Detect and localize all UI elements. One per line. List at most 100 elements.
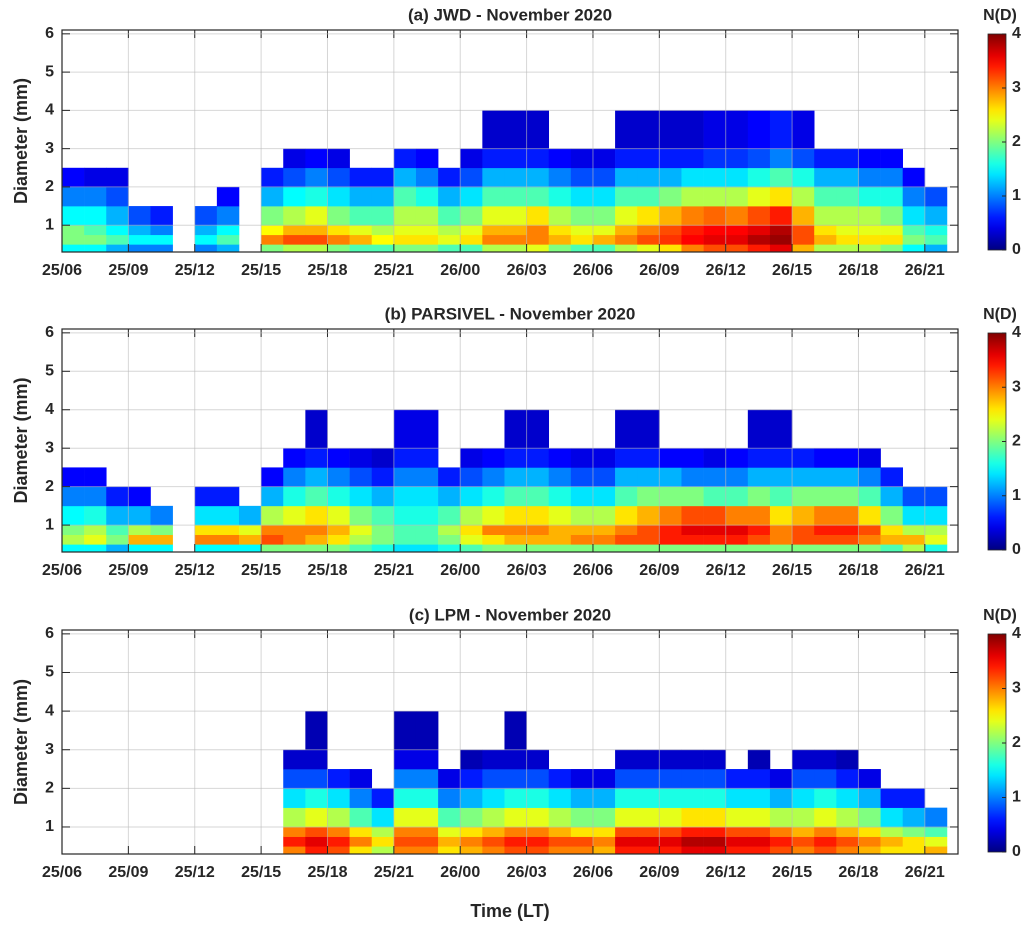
cell xyxy=(725,206,749,226)
cell xyxy=(84,206,107,226)
cell xyxy=(703,167,727,188)
cell xyxy=(924,544,948,553)
cell xyxy=(836,167,859,188)
cell xyxy=(858,534,881,545)
cell xyxy=(592,148,616,169)
cell xyxy=(615,544,638,553)
cell xyxy=(438,846,461,855)
cell xyxy=(814,225,837,236)
cell xyxy=(504,836,527,847)
cell xyxy=(216,486,240,507)
cell xyxy=(792,167,815,188)
cell xyxy=(681,749,704,770)
cell xyxy=(570,148,594,169)
cell xyxy=(305,836,328,847)
cell xyxy=(747,148,771,169)
cell xyxy=(84,234,107,245)
x-tick-label: 26/18 xyxy=(838,864,878,881)
cell xyxy=(858,788,881,808)
cell xyxy=(902,505,926,526)
x-tick-label: 26/00 xyxy=(440,562,480,579)
cell xyxy=(659,836,682,847)
cell xyxy=(526,769,550,789)
x-tick-label: 25/12 xyxy=(175,562,215,579)
cell xyxy=(814,486,837,507)
cell xyxy=(902,846,926,855)
cell xyxy=(747,234,771,245)
cell xyxy=(703,225,727,236)
cell xyxy=(62,525,85,535)
cell xyxy=(814,749,837,770)
cell xyxy=(106,244,129,253)
cell xyxy=(703,486,727,507)
x-tick-label: 25/06 xyxy=(42,864,82,881)
cell xyxy=(902,826,926,837)
cell xyxy=(482,826,505,837)
cell xyxy=(216,505,240,526)
cell xyxy=(106,544,129,553)
cell xyxy=(902,186,926,207)
y-tick-label: 6 xyxy=(45,324,54,341)
x-tick-label: 26/12 xyxy=(706,562,746,579)
cell xyxy=(703,769,727,789)
x-tick-label: 25/18 xyxy=(307,562,347,579)
cell xyxy=(261,244,284,253)
cell xyxy=(261,467,284,487)
cell xyxy=(902,234,926,245)
cell xyxy=(792,486,815,507)
cell xyxy=(327,505,350,526)
cell xyxy=(747,826,771,837)
cell xyxy=(548,148,572,169)
cell xyxy=(637,409,660,449)
cell xyxy=(814,244,837,253)
cell xyxy=(371,244,395,253)
x-tick-label: 25/18 xyxy=(307,864,347,881)
cell xyxy=(548,846,572,855)
cell xyxy=(84,525,107,535)
cell xyxy=(283,749,306,770)
cell xyxy=(570,505,594,526)
cell xyxy=(62,167,85,188)
cell xyxy=(238,544,262,553)
cell xyxy=(84,167,107,188)
cell xyxy=(681,807,704,828)
cell xyxy=(858,244,881,253)
cell xyxy=(371,544,395,553)
cell xyxy=(438,836,461,847)
cell xyxy=(283,186,306,207)
cell xyxy=(570,467,594,487)
x-tick-label: 26/15 xyxy=(772,562,812,579)
cell xyxy=(482,110,505,149)
cell xyxy=(681,826,704,837)
cell xyxy=(371,167,395,188)
x-tick-label: 26/18 xyxy=(838,562,878,579)
cell xyxy=(415,807,439,828)
cell xyxy=(349,525,373,535)
cell xyxy=(615,448,638,468)
x-tick-label: 25/15 xyxy=(241,562,281,579)
cell xyxy=(526,534,550,545)
cell xyxy=(792,749,815,770)
colorbar-tick-label: 4 xyxy=(1012,625,1021,642)
cell xyxy=(858,167,881,188)
cell xyxy=(526,234,550,245)
cell xyxy=(415,544,439,553)
cell xyxy=(592,505,616,526)
plot-frame xyxy=(61,629,959,855)
cell xyxy=(659,148,682,169)
cell xyxy=(615,110,638,149)
cell xyxy=(570,244,594,253)
cell xyxy=(526,846,550,855)
cell xyxy=(216,234,240,245)
cell xyxy=(393,409,417,449)
cell xyxy=(371,788,395,808)
cell xyxy=(504,544,527,553)
cell xyxy=(327,534,350,545)
cell xyxy=(504,167,527,188)
cell xyxy=(460,826,483,837)
cell xyxy=(570,807,594,828)
cell xyxy=(349,167,373,188)
cell xyxy=(371,467,395,487)
cell xyxy=(371,225,395,236)
cell xyxy=(747,749,771,770)
